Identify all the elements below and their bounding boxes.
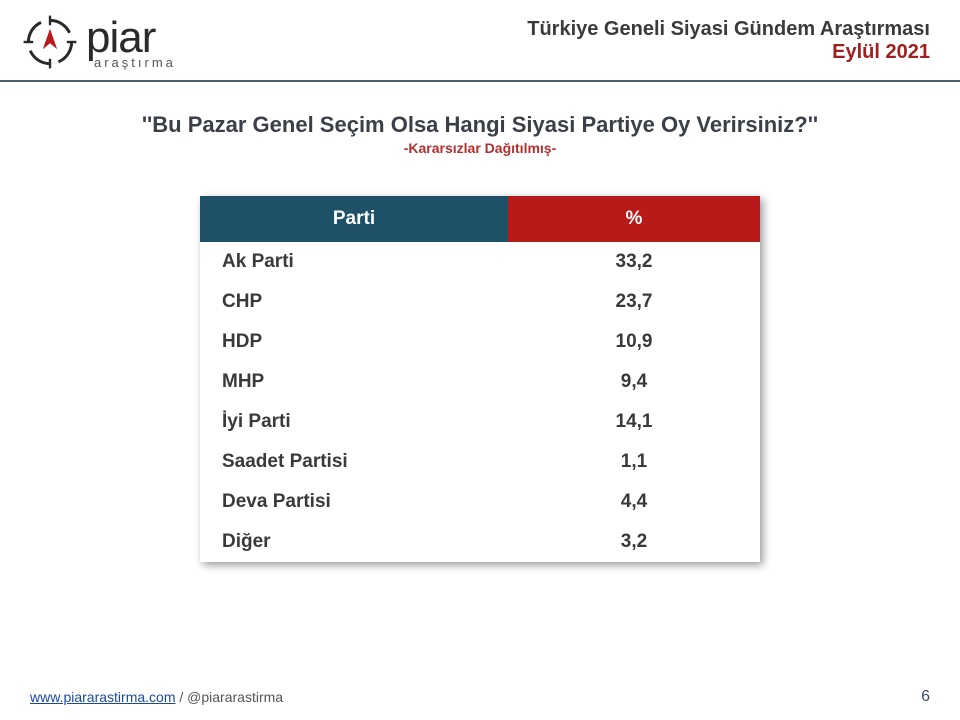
results-table-wrap: Parti % Ak Parti 33,2 CHP 23,7 HDP 10,9 (200, 196, 760, 562)
footer-url-link[interactable]: www.piararastirma.com (30, 689, 175, 705)
percent-cell: 9,4 (508, 362, 760, 402)
survey-question: ''Bu Pazar Genel Seçim Olsa Hangi Siyasi… (60, 112, 900, 138)
logo-subtext: araştırma (94, 56, 176, 69)
results-table: Parti % Ak Parti 33,2 CHP 23,7 HDP 10,9 (200, 196, 760, 562)
percent-cell: 3,2 (508, 522, 760, 562)
table-row: Diğer 3,2 (200, 522, 760, 562)
header-title: Türkiye Geneli Siyasi Gündem Araştırması (527, 18, 930, 41)
percent-cell: 23,7 (508, 282, 760, 322)
footer-handle: @piararastirma (187, 689, 283, 705)
party-cell: Deva Partisi (200, 482, 508, 522)
survey-subtitle: -Kararsızlar Dağıtılmış- (60, 140, 900, 156)
percent-cell: 33,2 (508, 242, 760, 282)
footer-sep: / (175, 689, 187, 705)
party-cell: Ak Parti (200, 242, 508, 282)
footer-left: www.piararastirma.com / @piararastirma (30, 689, 283, 705)
party-cell: Saadet Partisi (200, 442, 508, 482)
table-header-row: Parti % (200, 196, 760, 242)
table-row: MHP 9,4 (200, 362, 760, 402)
column-header-percent: % (508, 196, 760, 242)
table-row: Deva Partisi 4,4 (200, 482, 760, 522)
page-number: 6 (921, 688, 930, 706)
page-header: piar araştırma Türkiye Geneli Siyasi Gün… (0, 0, 960, 82)
table-row: CHP 23,7 (200, 282, 760, 322)
table-row: HDP 10,9 (200, 322, 760, 362)
table-row: Ak Parti 33,2 (200, 242, 760, 282)
header-right: Türkiye Geneli Siyasi Gündem Araştırması… (527, 12, 930, 64)
table-row: İyi Parti 14,1 (200, 402, 760, 442)
party-cell: İyi Parti (200, 402, 508, 442)
percent-cell: 4,4 (508, 482, 760, 522)
party-cell: HDP (200, 322, 508, 362)
table-body: Ak Parti 33,2 CHP 23,7 HDP 10,9 MHP 9,4 … (200, 242, 760, 562)
logo-area: piar araştırma (20, 12, 176, 72)
column-header-party: Parti (200, 196, 508, 242)
logo-brand: piar (86, 16, 176, 60)
party-cell: CHP (200, 282, 508, 322)
percent-cell: 10,9 (508, 322, 760, 362)
percent-cell: 14,1 (508, 402, 760, 442)
logo-text: piar araştırma (86, 16, 176, 69)
piar-logo-icon (20, 12, 80, 72)
main-content: ''Bu Pazar Genel Seçim Olsa Hangi Siyasi… (0, 82, 960, 562)
party-cell: MHP (200, 362, 508, 402)
percent-cell: 1,1 (508, 442, 760, 482)
table-row: Saadet Partisi 1,1 (200, 442, 760, 482)
party-cell: Diğer (200, 522, 508, 562)
page-footer: www.piararastirma.com / @piararastirma 6 (0, 688, 960, 706)
header-date: Eylül 2021 (527, 41, 930, 64)
